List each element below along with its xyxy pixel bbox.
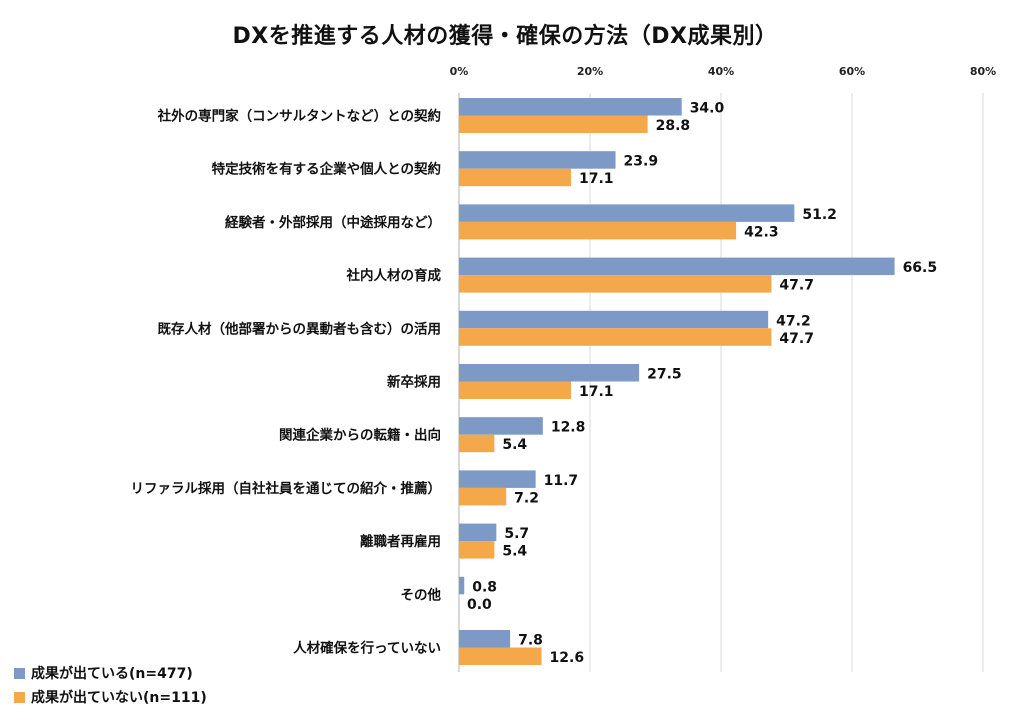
- bar-series-1: [459, 98, 682, 116]
- bar-series-2: [459, 168, 572, 187]
- bar-series-2: [459, 221, 737, 240]
- data-label-series-2: 5.4: [502, 544, 527, 560]
- bar-series-2: [459, 115, 648, 133]
- bar-series-1: [459, 204, 795, 222]
- data-label-series-2: 28.8: [656, 118, 691, 134]
- bar-series-2: [459, 328, 772, 346]
- data-label-series-1: 23.9: [624, 154, 659, 170]
- legend-swatch-series-2: [14, 691, 25, 703]
- bar-series-1: [459, 417, 543, 435]
- data-label-series-2: 7.2: [514, 490, 539, 506]
- category-label: 社外の専門家（コンサルタントなど）との契約: [157, 108, 441, 125]
- bar-series-2: [459, 381, 572, 399]
- bar-series-1: [459, 364, 640, 382]
- data-label-series-2: 47.7: [779, 331, 814, 347]
- data-label-series-2: 17.1: [579, 384, 614, 400]
- data-label-series-2: 47.7: [779, 278, 814, 294]
- category-label: リファラル採用（自社社員を通じての紹介・推薦）: [131, 480, 442, 497]
- category-label: 関連企業からの転籍・出向: [279, 427, 441, 444]
- data-label-series-1: 11.7: [544, 473, 579, 489]
- bar-series-1: [459, 576, 465, 595]
- bar-series-2: [459, 434, 495, 453]
- bar-series-2: [459, 275, 772, 293]
- data-label-series-1: 51.2: [802, 207, 837, 223]
- bar-series-1: [459, 630, 511, 648]
- data-label-series-2: 42.3: [744, 224, 779, 240]
- data-label-series-1: 34.0: [690, 101, 725, 117]
- legend-item-series-1: 成果が出ている(n=477): [14, 661, 207, 685]
- data-label-series-1: 5.7: [504, 526, 529, 542]
- data-label-series-1: 27.5: [647, 367, 682, 383]
- chart-title: DXを推進する人材の獲得・確保の方法（DX成果別）: [232, 24, 778, 49]
- legend-label-series-2: 成果が出ていない(n=111): [31, 690, 207, 706]
- category-label: 人材確保を行っていない: [293, 640, 441, 657]
- category-label: その他: [401, 586, 442, 603]
- category-label: 新卒採用: [387, 374, 441, 391]
- bar-series-2: [459, 487, 507, 506]
- bar-series-1: [459, 257, 895, 276]
- data-label-series-1: 0.8: [472, 579, 497, 595]
- x-tick-label: 80%: [970, 65, 996, 78]
- bar-series-1: [459, 310, 769, 329]
- bar-series-1: [459, 470, 536, 488]
- data-label-series-2: 12.6: [550, 650, 585, 666]
- data-label-series-1: 47.2: [776, 313, 811, 329]
- x-tick-label: 60%: [839, 65, 865, 78]
- legend-item-series-2: 成果が出ていない(n=111): [14, 685, 207, 709]
- category-label: 既存人材（他部署からの異動者も含む）の活用: [158, 320, 442, 337]
- bar-series-2: [459, 541, 495, 559]
- category-label: 経験者・外部採用（中途採用など）: [225, 214, 441, 231]
- data-label-series-1: 7.8: [518, 633, 543, 649]
- data-label-series-2: 0.0: [467, 597, 492, 613]
- category-label: 離職者再雇用: [360, 533, 441, 550]
- data-label-series-1: 66.5: [903, 260, 938, 276]
- x-tick-label: 0%: [450, 65, 469, 78]
- bar-series-2: [459, 647, 542, 665]
- category-label: 社内人材の育成: [346, 267, 442, 284]
- x-tick-label: 40%: [708, 65, 734, 78]
- legend: 成果が出ている(n=477) 成果が出ていない(n=111): [14, 661, 207, 709]
- data-label-series-2: 5.4: [502, 437, 527, 453]
- legend-label-series-1: 成果が出ている(n=477): [31, 666, 193, 682]
- data-label-series-2: 17.1: [579, 171, 614, 187]
- bar-series-1: [459, 523, 497, 542]
- x-tick-label: 20%: [577, 65, 603, 78]
- data-label-series-1: 12.8: [551, 420, 586, 436]
- bar-series-1: [459, 151, 616, 169]
- legend-swatch-series-1: [14, 667, 25, 679]
- category-label: 特定技術を有する企業や個人との契約: [212, 161, 441, 178]
